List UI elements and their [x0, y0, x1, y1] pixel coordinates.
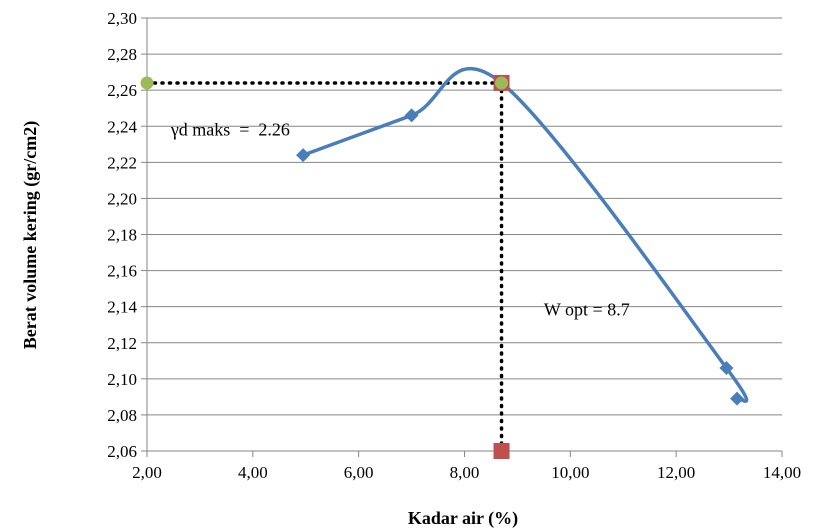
- data-point-marker: [730, 391, 745, 406]
- optimum-guides: [145, 81, 504, 453]
- x-tick-label: 2,00: [132, 463, 162, 482]
- x-tick-label: 8,00: [450, 463, 480, 482]
- data-point-marker: [719, 361, 734, 376]
- max-density-annotation: γd maks = 2.26: [170, 119, 290, 139]
- y-tick-label: 2,24: [107, 117, 137, 136]
- y-tick-label: 2,12: [107, 334, 137, 353]
- y-axis-dot-marker: [140, 76, 154, 90]
- y-axis-title: Berat volume kering (gr/cm2): [20, 121, 41, 349]
- y-tick-label: 2,22: [107, 153, 137, 172]
- x-tick-label: 6,00: [344, 463, 374, 482]
- y-tick-label: 2,14: [107, 298, 137, 317]
- annotations: γd maks = 2.26 W opt = 8.7: [170, 119, 630, 319]
- y-tick-label: 2,26: [107, 81, 137, 100]
- optimum-moisture-annotation: W opt = 8.7: [544, 300, 630, 320]
- series-line: [302, 66, 749, 403]
- y-tick-label: 2,06: [107, 442, 137, 461]
- y-tick-label: 2,18: [107, 226, 137, 245]
- y-tick-labels: 2,06 2,08 2,10 2,12 2,14 2,16 2,18 2,20 2,22 2,24…: [107, 9, 137, 461]
- x-tick-label: 4,00: [238, 463, 268, 482]
- y-tick-label: 2,08: [107, 406, 137, 425]
- optimum-dot-marker: [495, 76, 509, 90]
- data-point-marker: [404, 108, 419, 123]
- x-tick-labels: 2,00 4,00 6,00 8,00 10,00 12,00 14,00: [132, 463, 801, 482]
- gridlines: [147, 17, 782, 452]
- x-tick-label: 12,00: [657, 463, 695, 482]
- x-axis-square-marker: [493, 443, 510, 459]
- y-tick-label: 2,10: [107, 370, 137, 389]
- y-tick-label: 2,20: [107, 189, 137, 208]
- y-tick-label: 2,16: [107, 262, 137, 281]
- x-tick-label: 10,00: [551, 463, 589, 482]
- y-tick-label: 2,30: [107, 9, 137, 28]
- x-axis-title: Kadar air (%): [408, 508, 518, 529]
- axes: [141, 17, 783, 457]
- y-tick-label: 2,28: [107, 45, 137, 64]
- data-point-marker: [296, 148, 311, 163]
- data-series: [140, 66, 749, 459]
- x-tick-label: 14,00: [763, 463, 801, 482]
